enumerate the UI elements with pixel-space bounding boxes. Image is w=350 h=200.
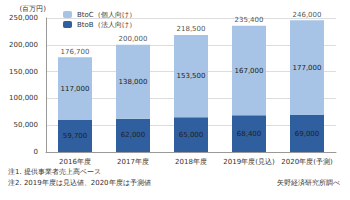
svg-text:218,500: 218,500 [177,25,206,33]
svg-text:注1. 提供事業者売上高ベース: 注1. 提供事業者売上高ベース [8,168,101,176]
svg-text:246,000: 246,000 [293,11,322,19]
svg-text:2016年度: 2016年度 [59,158,91,166]
svg-text:167,000: 167,000 [235,67,264,75]
svg-text:BtoB（法人向け）: BtoB（法人向け） [77,21,136,29]
svg-text:50,000: 50,000 [14,121,39,129]
svg-text:176,700: 176,700 [61,48,90,56]
svg-text:235,400: 235,400 [235,16,264,24]
svg-text:177,000: 177,000 [293,64,322,72]
svg-text:200,000: 200,000 [119,35,148,43]
svg-text:69,000: 69,000 [295,130,320,138]
svg-text:(百万円): (百万円) [20,5,47,13]
svg-text:2020年度(予測): 2020年度(予測) [281,158,333,166]
svg-text:117,000: 117,000 [61,85,90,93]
svg-text:矢野経済研究所調べ: 矢野経済研究所調べ [277,179,340,187]
svg-text:BtoC（個人向け）: BtoC（個人向け） [77,11,136,19]
svg-text:65,000: 65,000 [179,131,204,139]
svg-text:2019年度(見込): 2019年度(見込) [223,158,275,166]
svg-text:59,700: 59,700 [63,132,88,140]
svg-text:68,400: 68,400 [237,130,262,138]
svg-text:2018年度: 2018年度 [175,158,207,166]
svg-text:200,000: 200,000 [9,41,38,49]
svg-text:138,000: 138,000 [119,78,148,86]
svg-text:注2. 2019年度は見込値、2020年度は予測値: 注2. 2019年度は見込値、2020年度は予測値 [8,179,151,187]
svg-text:153,500: 153,500 [177,72,206,80]
svg-text:0: 0 [34,148,38,156]
svg-text:250,000: 250,000 [9,14,38,22]
svg-text:100,000: 100,000 [9,94,38,102]
svg-text:62,000: 62,000 [121,131,146,139]
svg-text:2017年度: 2017年度 [117,158,149,166]
svg-text:150,000: 150,000 [9,68,38,76]
